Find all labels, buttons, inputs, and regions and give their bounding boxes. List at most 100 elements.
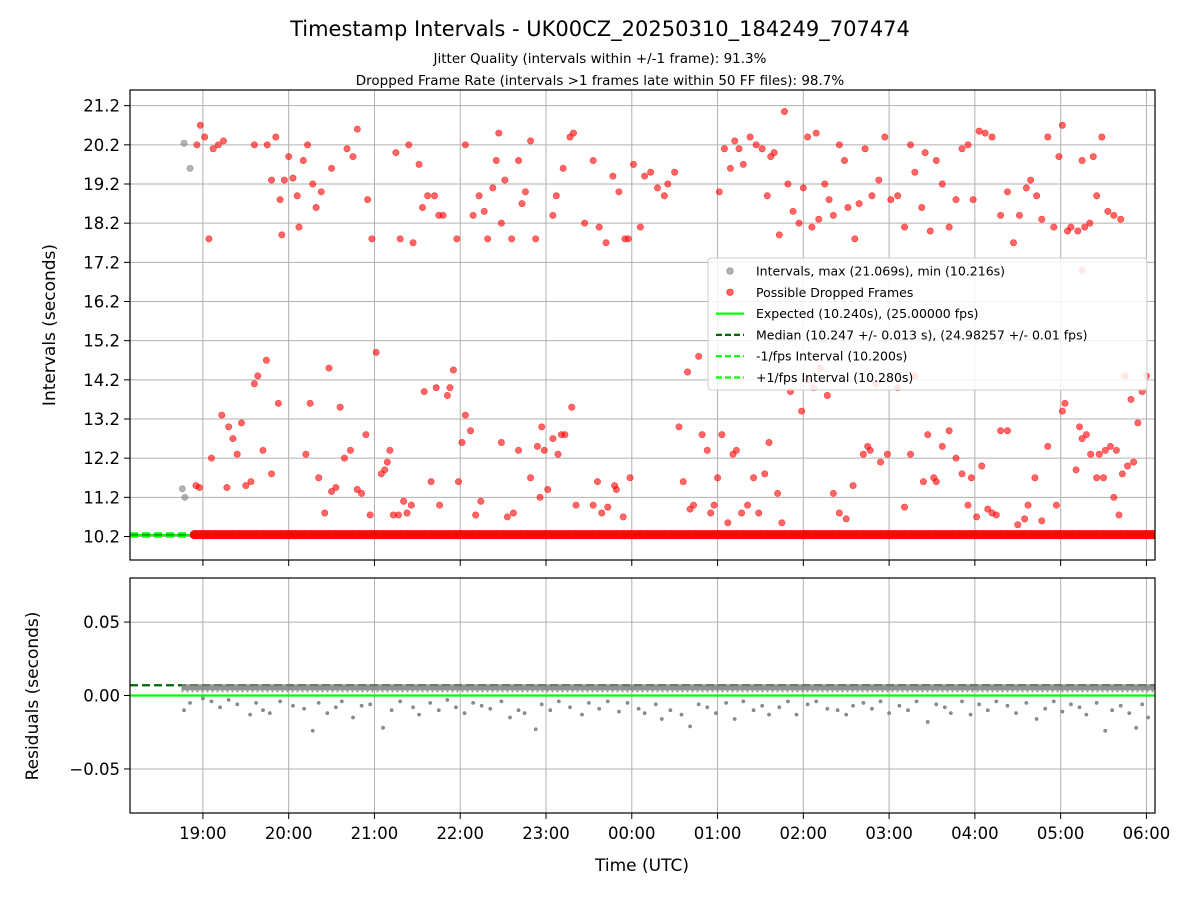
dropped-frame-point	[527, 137, 535, 145]
dropped-frame-point	[671, 168, 679, 176]
interval-point	[186, 164, 194, 172]
y-tick-label: 12.2	[83, 449, 120, 468]
dropped-frame-point	[1058, 407, 1066, 415]
dropped-frame-point	[254, 372, 262, 380]
dropped-frame-point	[400, 497, 408, 505]
dropped-frame-point	[958, 145, 966, 153]
residual-point	[814, 699, 819, 704]
residual-point	[767, 712, 771, 717]
dropped-frame-point	[272, 133, 280, 141]
residual-point	[705, 705, 710, 710]
dropped-frame-point	[561, 431, 569, 439]
x-tick-label: 20:00	[265, 824, 313, 843]
dropped-frame-point	[894, 192, 902, 200]
dropped-frame-point	[214, 141, 222, 149]
residual-point	[1084, 712, 1089, 717]
dropped-frame-point	[1117, 215, 1125, 223]
dropped-frame-point	[1009, 239, 1017, 247]
dropped-frame-point	[549, 211, 557, 219]
residual-point	[934, 702, 939, 707]
residual-point	[1077, 705, 1082, 710]
residual-point	[636, 706, 641, 711]
dropped-frame-point	[1044, 442, 1052, 450]
dropped-frame-point	[242, 482, 250, 490]
dropped-frame-point	[799, 184, 807, 192]
residual-point	[625, 700, 630, 705]
dropped-frame-point	[612, 485, 620, 493]
residual-point	[835, 708, 840, 713]
dropped-frame-point	[469, 211, 477, 219]
residual-point	[351, 715, 355, 720]
dropped-frame-point	[695, 352, 703, 360]
dropped-frame-point	[383, 458, 391, 466]
dropped-frame-point	[1061, 399, 1069, 407]
residual-point	[724, 700, 729, 705]
dropped-frame-point	[1033, 192, 1041, 200]
x-tick-label: 19:00	[179, 824, 227, 843]
residual-point	[411, 705, 415, 710]
y-tick-label: 0.00	[83, 687, 120, 706]
dropped-frame-point	[1104, 207, 1112, 215]
x-tick-label: 01:00	[694, 824, 742, 843]
residual-point	[1051, 699, 1056, 704]
dropped-frame-point	[446, 384, 454, 392]
dropped-frame-point	[343, 145, 351, 153]
dropped-frame-point	[988, 133, 996, 141]
dropped-frame-point	[755, 509, 763, 517]
dropped-frame-point	[1086, 219, 1094, 227]
dropped-frame-point	[317, 188, 325, 196]
dropped-frame-point	[472, 511, 480, 519]
y-tick-label: 17.2	[83, 253, 120, 272]
dropped-frame-point	[775, 231, 783, 239]
legend-label-3: Median (10.247 +/- 0.013 s), (24.98257 +…	[756, 327, 1087, 342]
residual-point	[679, 712, 684, 717]
dropped-frame-point	[238, 419, 246, 427]
residual-point	[994, 699, 999, 704]
residual-point	[696, 702, 701, 707]
y-tick-label: 0.05	[83, 613, 120, 632]
dropped-frame-point	[1095, 450, 1103, 458]
dropped-frame-point	[304, 141, 312, 149]
x-tick-label: 05:00	[1037, 824, 1085, 843]
dropped-frame-point	[515, 157, 523, 165]
dropped-frame-point	[554, 450, 562, 458]
residual-point	[968, 712, 973, 717]
dropped-frame-point	[527, 474, 535, 482]
residual-point	[325, 711, 330, 716]
dropped-frame-point	[430, 192, 438, 200]
dropped-frame-point	[1022, 184, 1030, 192]
residual-point	[985, 708, 990, 713]
dropped-frame-point	[346, 446, 354, 454]
dropped-frame-point	[276, 196, 284, 204]
dropped-frame-point	[624, 235, 632, 243]
dropped-frame-point	[1076, 423, 1084, 431]
residual-point	[668, 708, 673, 713]
dropped-frame-point	[280, 176, 288, 184]
dropped-frame-point	[495, 129, 503, 137]
residual-point	[248, 712, 252, 717]
dropped-frame-point	[362, 431, 370, 439]
dropped-frame-point	[293, 192, 301, 200]
dropped-frame-point	[710, 501, 718, 509]
dropped-frame-point	[964, 501, 972, 509]
dropped-frame-point	[750, 474, 758, 482]
legend-label-5: +1/fps Interval (10.280s)	[756, 370, 913, 385]
residual-point	[906, 708, 910, 713]
dropped-frame-point	[475, 192, 483, 200]
dropped-frame-point	[919, 478, 927, 486]
dropped-frame-point	[780, 108, 788, 116]
dropped-frame-point	[887, 196, 895, 204]
y-tick-label: 15.2	[83, 332, 120, 351]
dropped-frame-point	[724, 519, 732, 527]
dropped-frame-point	[952, 196, 960, 204]
residual-point	[1134, 725, 1139, 730]
residual-point	[1069, 702, 1073, 707]
dropped-frame-point	[911, 168, 919, 176]
dropped-frame-point	[932, 478, 940, 486]
interval-point	[180, 139, 188, 147]
chart-subtitle-dropped: Dropped Frame Rate (intervals >1 frames …	[356, 73, 845, 89]
dropped-frame-point	[1106, 442, 1114, 450]
dropped-frame-point	[619, 513, 627, 521]
dropped-frame-point	[480, 207, 488, 215]
dropped-frame-point	[336, 403, 344, 411]
